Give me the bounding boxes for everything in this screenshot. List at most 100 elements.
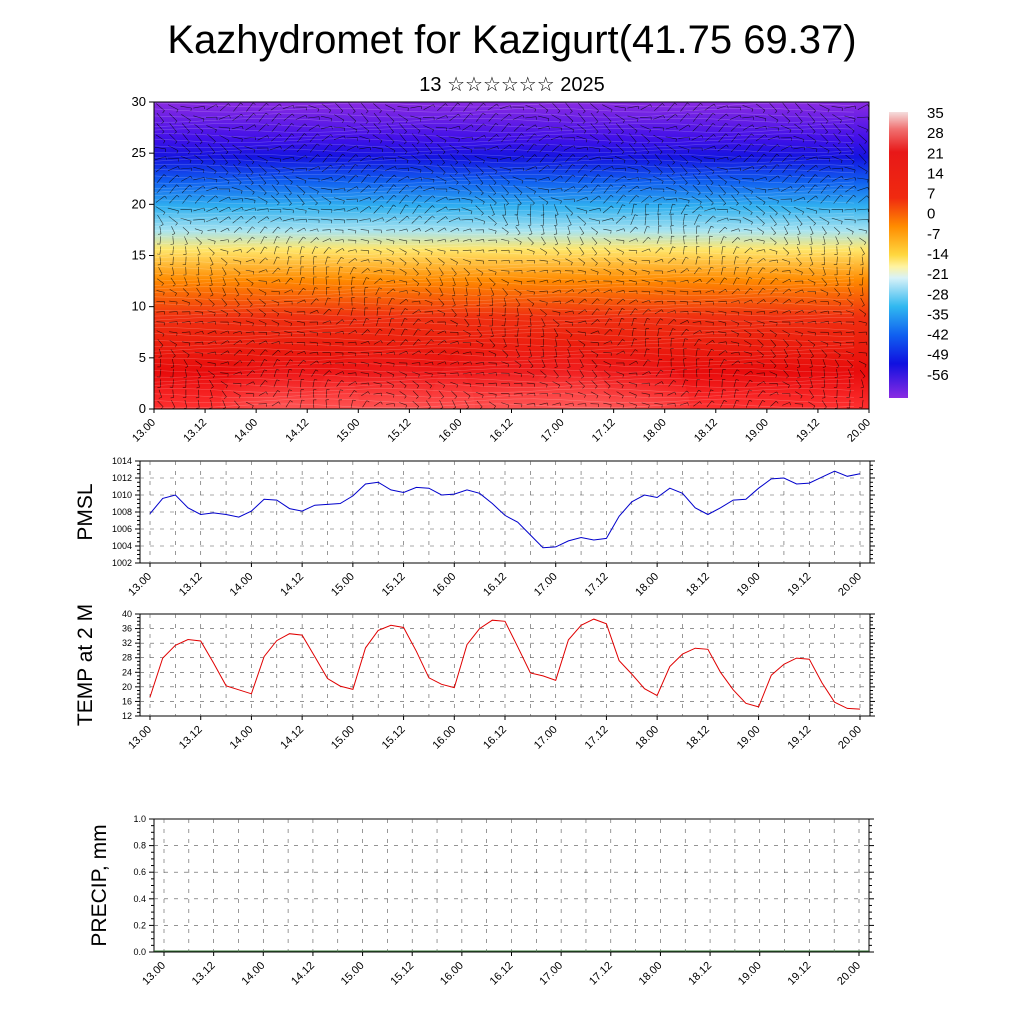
- wind-barb: [770, 288, 777, 295]
- wind-barb-flag: [802, 174, 805, 177]
- wind-barb-flag: [621, 151, 625, 155]
- wind-barb-flag: [521, 143, 525, 147]
- wind-barb: [563, 125, 575, 131]
- wind-barb-flag: [264, 292, 267, 296]
- wind-barb: [628, 123, 638, 132]
- wind-barb: [730, 155, 740, 162]
- wind-barb: [246, 102, 254, 112]
- wind-barb-flag: [635, 282, 637, 286]
- wind-barb-flag: [241, 138, 243, 142]
- wind-barb: [707, 266, 712, 275]
- wind-barb: [386, 403, 395, 405]
- wind-barb-flag: [621, 131, 624, 134]
- wind-barb: [346, 125, 358, 131]
- wind-barb: [360, 229, 369, 231]
- wind-barb: [577, 164, 586, 173]
- wind-barb: [644, 203, 647, 215]
- wind-barb: [696, 369, 698, 378]
- x-tick-label: 17.12: [583, 571, 611, 599]
- wind-barb: [376, 297, 379, 306]
- wind-barb: [462, 259, 471, 263]
- contour-line: [154, 225, 855, 230]
- wind-barb-flag: [739, 155, 742, 159]
- wind-barb: [806, 207, 817, 212]
- wind-barb-flag: [852, 161, 855, 165]
- wind-barb: [794, 164, 803, 173]
- wind-barb: [220, 340, 228, 345]
- wind-barb-flag: [622, 120, 625, 123]
- wind-barb: [617, 339, 623, 346]
- wind-barb: [604, 308, 610, 316]
- wind-barb-flag: [776, 164, 780, 167]
- wind-barb: [720, 400, 725, 408]
- contour-line: [154, 138, 855, 143]
- wind-barb: [682, 338, 686, 347]
- wind-barb-flag: [595, 232, 598, 235]
- wind-barb-flag: [196, 387, 200, 389]
- wind-barb-flag: [802, 211, 804, 215]
- wind-barb: [860, 246, 865, 254]
- wind-barb-flag: [493, 405, 496, 409]
- wind-barb: [526, 133, 535, 143]
- wind-barb-flag: [750, 323, 752, 327]
- wind-barb-flag: [253, 102, 256, 105]
- wind-barb-flag: [612, 218, 614, 222]
- wind-barb: [462, 361, 471, 365]
- y-tick-label: 1010: [112, 490, 132, 500]
- wind-barb: [476, 328, 483, 336]
- wind-barb: [260, 246, 265, 254]
- wind-barb-flag: [609, 329, 613, 332]
- wind-barb: [743, 133, 752, 143]
- wind-barb: [322, 238, 331, 243]
- wind-barb-flag: [736, 277, 740, 280]
- wind-barb: [718, 194, 726, 204]
- wind-barb-flag: [418, 292, 420, 296]
- wind-barb-flag: [443, 385, 446, 389]
- wind-barb: [388, 307, 392, 316]
- wind-barb: [859, 309, 867, 315]
- wind-barb: [795, 339, 802, 346]
- wind-barb-flag: [418, 318, 421, 322]
- wind-barb: [478, 287, 481, 296]
- wind-barb: [246, 247, 254, 254]
- wind-barb: [488, 228, 497, 232]
- wind-barb: [717, 144, 727, 152]
- wind-barb-flag: [776, 153, 780, 157]
- wind-barb: [692, 102, 701, 112]
- wind-barb: [205, 177, 217, 180]
- wind-barb-flag: [774, 110, 778, 114]
- y-tick-label: 15: [132, 248, 146, 263]
- wind-barb: [823, 236, 826, 245]
- wind-barb-flag: [596, 308, 600, 311]
- wind-barb-flag: [529, 315, 533, 317]
- wind-barb: [244, 207, 256, 212]
- wind-barb: [721, 246, 723, 255]
- wind-barb: [616, 402, 624, 406]
- wind-barb-flag: [788, 288, 792, 292]
- wind-barb: [207, 238, 216, 242]
- wind-barb-flag: [788, 299, 792, 302]
- wind-barb-flag: [290, 227, 294, 230]
- wind-barb: [180, 156, 192, 161]
- wind-barb: [577, 185, 587, 193]
- wind-barb: [398, 175, 408, 182]
- wind-barb-flag: [674, 310, 677, 314]
- wind-barb: [517, 317, 519, 327]
- wind-barb: [528, 308, 533, 316]
- wind-barb: [373, 382, 382, 385]
- wind-barb: [628, 259, 637, 263]
- wind-barb: [424, 195, 433, 203]
- wind-barb: [809, 390, 814, 398]
- wind-barb-flag: [789, 279, 792, 283]
- wind-barb-flag: [276, 193, 279, 196]
- wind-barb: [478, 318, 481, 326]
- wind-barb: [743, 351, 752, 355]
- wind-barb: [770, 400, 777, 407]
- wind-barb-flag: [568, 345, 572, 348]
- wind-barb-flag: [725, 312, 727, 316]
- wind-barb: [185, 369, 187, 378]
- wind-barb: [490, 287, 495, 296]
- wind-barb-flag: [697, 182, 701, 186]
- wind-barb: [835, 277, 839, 285]
- wind-barb-flag: [505, 355, 509, 358]
